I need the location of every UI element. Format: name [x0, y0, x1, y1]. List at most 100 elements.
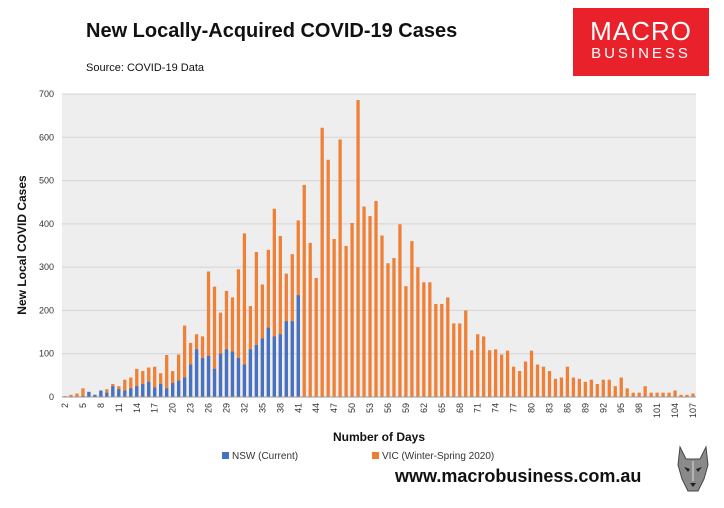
y-axis-label: New Local COVID Cases — [15, 175, 29, 315]
x-tick-label: 62 — [419, 403, 429, 413]
bar-nsw — [260, 338, 265, 397]
x-tick-label: 53 — [365, 403, 375, 413]
bar-nsw — [290, 321, 294, 397]
bar-vic — [236, 269, 241, 397]
bar-vic — [356, 100, 360, 397]
bar-nsw — [218, 353, 223, 397]
bar-vic — [619, 377, 623, 397]
y-tick-label: 400 — [39, 219, 54, 229]
bar-vic — [637, 392, 641, 397]
bar-vic — [547, 371, 552, 397]
bar-vic — [583, 381, 587, 397]
bar-vic — [589, 379, 593, 397]
x-tick-label: 101 — [652, 403, 662, 418]
bar-vic — [458, 323, 462, 397]
bar-vic — [278, 235, 282, 397]
bar-nsw — [284, 321, 288, 397]
bar-vic — [362, 206, 366, 397]
bar-nsw — [111, 386, 115, 397]
bar-vic — [266, 249, 270, 397]
bar-vic — [332, 239, 336, 397]
bar-nsw — [254, 345, 259, 397]
bar-nsw — [93, 394, 97, 397]
bar-nsw — [188, 364, 193, 397]
chart-title: New Locally-Acquired COVID-19 Cases — [86, 20, 458, 42]
y-tick-label: 200 — [39, 305, 54, 315]
bar-nsw — [296, 295, 300, 397]
bar-vic — [476, 334, 480, 397]
bar-vic — [182, 325, 187, 397]
x-tick-label: 50 — [347, 403, 357, 413]
x-tick-label: 56 — [383, 403, 393, 413]
y-tick-label: 700 — [39, 89, 54, 99]
wolf-head-icon — [677, 445, 709, 492]
bar-vic — [123, 379, 127, 397]
x-tick-label: 65 — [437, 403, 447, 413]
bar-vic — [541, 366, 546, 397]
x-tick-label: 29 — [221, 403, 231, 413]
bar-vic — [440, 303, 444, 397]
bar-vic — [655, 392, 659, 397]
legend-label-vic: VIC (Winter-Spring 2020) — [382, 451, 494, 462]
x-tick-label: 86 — [562, 403, 572, 413]
bar-vic — [242, 233, 247, 397]
bar-vic — [338, 139, 342, 397]
y-tick-label: 300 — [39, 262, 54, 272]
bar-vic — [380, 235, 384, 397]
bar-vic — [302, 184, 306, 397]
bar-nsw — [165, 388, 169, 397]
bar-vic — [673, 390, 677, 397]
x-tick-label: 14 — [132, 403, 142, 413]
bar-vic — [679, 394, 683, 397]
bar-vic — [410, 241, 414, 397]
bar-vic — [428, 282, 432, 397]
bar-vic — [129, 377, 133, 397]
chart-subtitle: Source: COVID-19 Data — [86, 62, 204, 74]
x-tick-label: 47 — [329, 403, 339, 413]
bar-vic — [398, 224, 402, 397]
x-tick-label: 32 — [239, 403, 249, 413]
legend-swatch-vic — [372, 452, 379, 459]
bar-vic — [511, 366, 516, 397]
bar-nsw — [123, 390, 127, 397]
bar-vic — [314, 277, 318, 397]
bar-nsw — [159, 384, 163, 397]
bar-vic — [434, 303, 438, 397]
bar-vic — [661, 392, 665, 397]
bar-nsw — [176, 380, 181, 397]
x-tick-label: 92 — [598, 403, 608, 413]
x-tick-label: 23 — [186, 403, 196, 413]
bar-vic — [224, 290, 229, 397]
bar-vic — [135, 368, 139, 397]
logo-line-1: MACRO — [590, 16, 692, 46]
bar-vic — [691, 393, 695, 397]
x-tick-label: 98 — [634, 403, 644, 413]
bar-nsw — [224, 349, 229, 397]
legend-label-nsw: NSW (Current) — [232, 451, 298, 462]
bar-nsw — [278, 334, 282, 397]
bar-nsw — [171, 383, 175, 397]
bar-nsw — [147, 381, 151, 397]
bar-vic — [535, 364, 540, 397]
bar-vic — [206, 271, 211, 397]
bar-vic — [643, 386, 647, 397]
y-tick-label: 100 — [39, 349, 54, 359]
bar-nsw — [182, 377, 187, 397]
bar-nsw — [236, 358, 241, 397]
bar-nsw — [266, 327, 270, 397]
x-tick-label: 104 — [670, 403, 680, 418]
bar-vic — [559, 377, 564, 397]
x-tick-label: 59 — [401, 403, 411, 413]
bar-nsw — [272, 336, 276, 397]
bar-nsw — [153, 387, 157, 397]
bar-vic — [75, 393, 79, 397]
bar-vic — [595, 384, 599, 397]
bar-nsw — [230, 351, 235, 397]
bars — [63, 100, 695, 397]
x-tick-label: 89 — [580, 403, 590, 413]
bar-vic — [565, 366, 570, 397]
y-tick-label: 0 — [49, 392, 54, 402]
bar-vic — [553, 378, 558, 397]
bar-vic — [272, 208, 276, 397]
